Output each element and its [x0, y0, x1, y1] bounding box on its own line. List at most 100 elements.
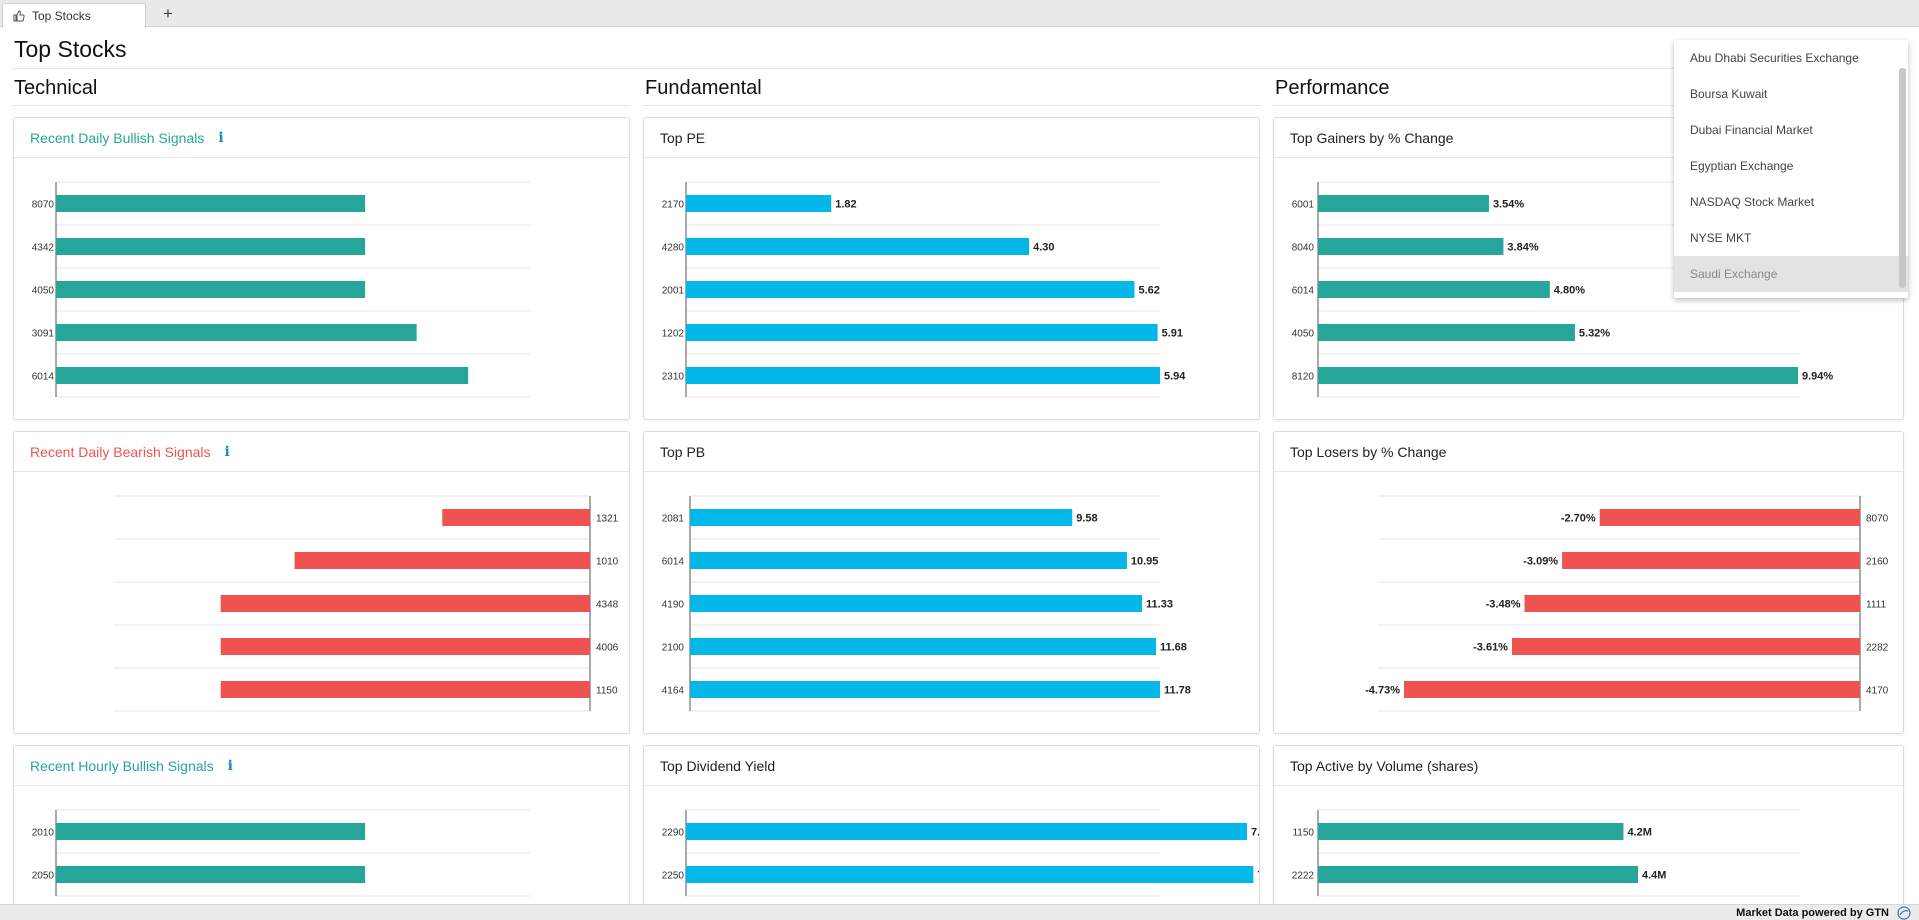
card-title-text: Recent Daily Bearish Signals — [30, 443, 211, 460]
divider — [643, 105, 1261, 106]
bar-chart: 2010 2050 — [32, 809, 530, 897]
data-label: -3.61% — [1473, 642, 1508, 654]
dropdown-option[interactable]: NYSE MKT — [1690, 231, 1752, 245]
dropdown-option[interactable]: Dubai Financial Market — [1690, 123, 1813, 137]
data-label: 7.11 — [1257, 870, 1259, 882]
info-icon[interactable]: i — [227, 757, 233, 774]
tick-label: 2010 — [32, 828, 55, 839]
tick-label: 6014 — [662, 557, 685, 568]
bar — [686, 823, 1247, 840]
data-label: 3.84% — [1507, 242, 1538, 254]
tick-label: 2160 — [1866, 557, 1889, 568]
tick-label: 2290 — [662, 828, 685, 839]
bar — [1318, 238, 1504, 255]
tick-label: 8070 — [1866, 514, 1889, 525]
data-label: 5.62 — [1138, 285, 1159, 297]
tick-label: 1150 — [596, 686, 618, 697]
bar — [1562, 552, 1860, 569]
tab-label: Top Stocks — [32, 9, 91, 23]
dropdown-option[interactable]: Egyptian Exchange — [1690, 159, 1794, 173]
bar — [690, 681, 1160, 698]
card-title[interactable]: Top PB — [644, 432, 1259, 472]
info-icon[interactable]: i — [224, 443, 230, 460]
card-title[interactable]: Top Losers by % Change — [1274, 432, 1903, 472]
tick-label: 8070 — [32, 200, 55, 211]
dropdown-scrollbar[interactable] — [1899, 68, 1906, 288]
bar — [294, 552, 590, 569]
gtn-logo-icon — [1897, 906, 1911, 920]
chart-card: Recent Daily Bearish Signals i 1321 1010 434… — [13, 431, 630, 734]
card-title-text: Top Gainers by % Change — [1290, 129, 1454, 146]
bar — [686, 367, 1160, 384]
data-label: 9.58 — [1076, 513, 1097, 525]
card-title[interactable]: Recent Hourly Bullish Signals i — [14, 746, 629, 786]
card-title-text: Top Dividend Yield — [660, 757, 776, 774]
bar — [220, 595, 590, 612]
chart-card: Recent Hourly Bullish Signals i 2010 2050 — [13, 745, 630, 915]
bar — [686, 866, 1254, 883]
bar — [56, 238, 366, 255]
chart-card: Top Dividend Yield 2290 7.03 2250 7.11 — [643, 745, 1260, 915]
data-label: 7.03 — [1251, 827, 1259, 839]
data-label: 5.94 — [1164, 371, 1186, 383]
card-title[interactable]: Top Gainers by % Change — [1274, 118, 1903, 158]
tick-label: 4050 — [32, 286, 55, 297]
card-title-text: Top PB — [660, 443, 706, 460]
tab-bar: Top Stocks + — [0, 0, 1919, 28]
footer: Market Data powered by GTN — [0, 904, 1919, 920]
bar — [56, 367, 469, 384]
bar — [690, 509, 1073, 526]
add-tab-button[interactable]: + — [163, 4, 173, 23]
bar — [1318, 281, 1550, 298]
data-label: 11.33 — [1146, 599, 1173, 611]
card-title[interactable]: Top Active by Volume (shares) — [1274, 746, 1903, 786]
tick-label: 1150 — [1292, 828, 1314, 839]
footer-text: Market Data powered by GTN — [1736, 907, 1889, 919]
bar — [686, 324, 1158, 341]
bar — [1404, 681, 1860, 698]
card-title-text: Recent Hourly Bullish Signals — [30, 757, 214, 774]
bar — [220, 681, 590, 698]
chart-card: Top Active by Volume (shares) 1150 4.2M 222… — [1273, 745, 1904, 915]
info-icon[interactable]: i — [218, 129, 224, 146]
card-title[interactable]: Recent Daily Bearish Signals i — [14, 432, 629, 472]
dropdown-option[interactable]: Abu Dhabi Securities Exchange — [1690, 51, 1859, 65]
data-label: 11.78 — [1164, 685, 1191, 697]
card-title[interactable]: Top Dividend Yield — [644, 746, 1259, 786]
tick-label: 4348 — [596, 600, 619, 611]
thumbs-up-icon — [13, 10, 25, 22]
tick-label: 8040 — [1292, 243, 1315, 254]
data-label: 5.91 — [1162, 328, 1183, 340]
card-title-text: Recent Daily Bullish Signals — [30, 129, 205, 146]
bar — [690, 595, 1143, 612]
card-title-text: Top Active by Volume (shares) — [1290, 757, 1479, 774]
dropdown-option[interactable]: Saudi Exchange — [1674, 256, 1908, 292]
tab-top-stocks[interactable]: Top Stocks — [2, 3, 146, 28]
data-label: 3.54% — [1493, 199, 1524, 211]
exchange-dropdown[interactable]: Abu Dhabi Securities Exchange Boursa Kuwa… — [1674, 40, 1908, 298]
chart-card: Top Losers by % Change 8070 -2.70% 2160 -3.0… — [1273, 431, 1904, 734]
bar — [690, 552, 1127, 569]
dropdown-option[interactable]: NASDAQ Stock Market — [1690, 195, 1815, 209]
data-label: 4.80% — [1554, 285, 1585, 297]
dropdown-option[interactable]: Boursa Kuwait — [1690, 87, 1768, 101]
bar — [56, 195, 366, 212]
divider — [12, 105, 630, 106]
fundamental-heading: Fundamental — [645, 77, 762, 99]
tick-label: 2250 — [662, 871, 685, 882]
tick-label: 1010 — [596, 557, 619, 568]
bar-chart: 8070 4342 4050 3091 6014 — [32, 181, 530, 398]
bar-chart: 2081 9.58 6014 10.95 4190 11.33 2100 11.68 4164 1… — [662, 495, 1191, 712]
bar — [690, 638, 1157, 655]
bar — [56, 281, 366, 298]
data-label: -2.70% — [1561, 513, 1596, 525]
card-title-text: Top PE — [660, 129, 706, 146]
card-title[interactable]: Recent Daily Bullish Signals i — [14, 118, 629, 158]
card-title[interactable]: Top PE — [644, 118, 1259, 158]
bar — [1524, 595, 1860, 612]
bar — [1318, 195, 1489, 212]
tick-label: 2222 — [1292, 871, 1315, 882]
bar — [56, 823, 366, 840]
bar-chart: 2170 1.82 4280 4.30 2001 5.62 1202 5.91 2310 5.94 — [662, 181, 1186, 398]
tick-label: 4006 — [596, 643, 619, 654]
